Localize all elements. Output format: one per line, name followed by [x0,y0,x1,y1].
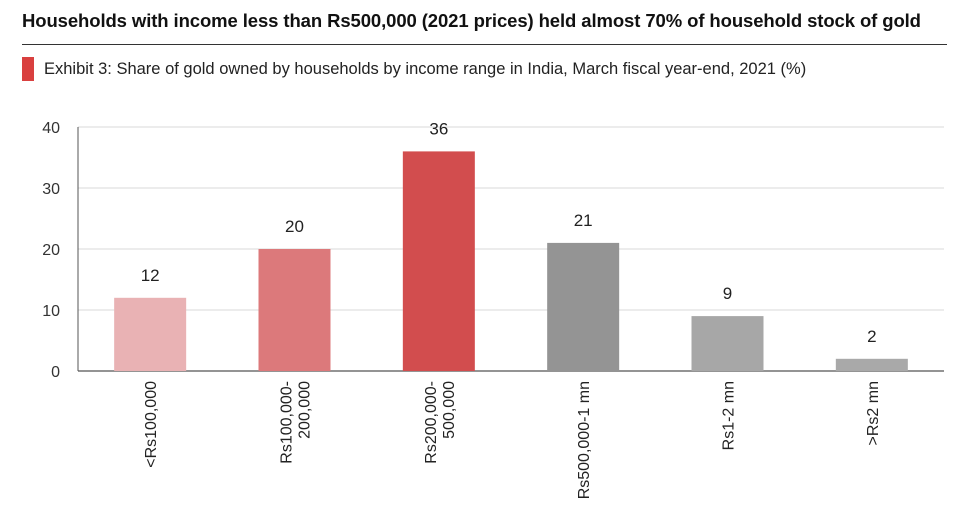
x-tick-label: <Rs100,000 [143,381,160,468]
bar [402,151,475,371]
exhibit-title: Exhibit 3: Share of gold owned by househ… [44,59,807,78]
bar [258,249,331,371]
headline: Households with income less than Rs500,0… [22,10,921,31]
y-tick-label: 0 [51,364,60,381]
x-tick-label: Rs200,000-500,000 [423,381,458,464]
x-tick-label: Rs1-2 mn [721,381,738,450]
y-tick-label: 40 [42,120,60,137]
bar [835,358,908,371]
data-label: 20 [285,217,304,236]
data-label: 12 [141,266,160,285]
data-label: 9 [723,284,732,303]
exhibit-title-row: Exhibit 3: Share of gold owned by househ… [22,57,806,81]
data-label: 36 [429,119,448,138]
data-label: 21 [574,211,593,230]
y-tick-label: 20 [42,242,60,259]
bar [547,242,620,371]
x-tick-label: Rs500,000-1 mn [576,381,593,499]
bar [691,316,764,371]
data-label: 2 [867,327,876,346]
y-tick-label: 30 [42,181,60,198]
x-tick-label: Rs100,000-200,000 [279,381,314,464]
bar [114,297,187,371]
y-tick-label: 10 [42,303,60,320]
headline-divider [22,44,947,45]
exhibit-marker [22,57,34,81]
x-tick-label: >Rs2 mn [865,381,882,445]
